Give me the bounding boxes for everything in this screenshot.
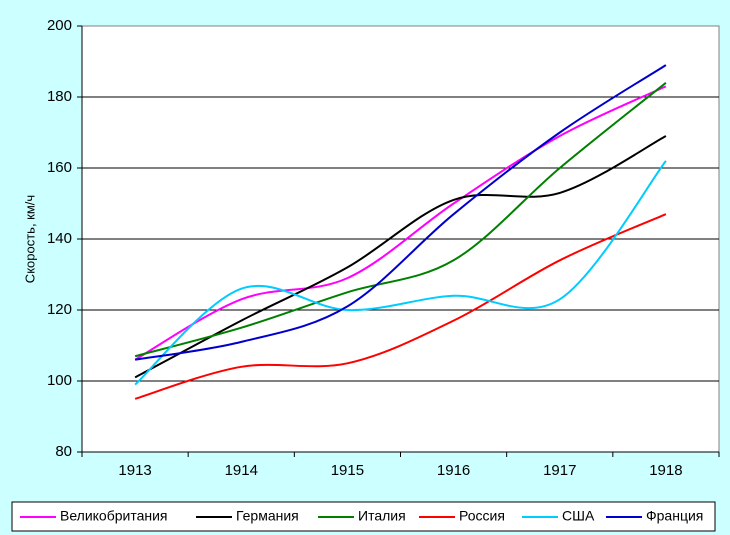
legend-label: Франция <box>646 508 703 524</box>
legend-label: США <box>562 508 595 524</box>
x-tick-label: 1915 <box>331 462 364 479</box>
y-tick-label: 160 <box>47 159 72 176</box>
series-line-1 <box>134 85 667 361</box>
series-line-5 <box>134 160 667 386</box>
legend: Великобритания Германия Италия Россия США Фра… <box>11 501 716 532</box>
y-tick-label: 200 <box>47 17 72 34</box>
legend-label: Великобритания <box>60 508 168 524</box>
y-axis-label: Скорость, км/ч <box>22 195 37 283</box>
legend-label: Россия <box>459 508 505 524</box>
y-tick-label: 180 <box>47 88 72 105</box>
y-tick-label: 100 <box>47 372 72 389</box>
legend-label: Италия <box>358 508 406 524</box>
x-tick-label: 1913 <box>118 462 151 479</box>
legend-box <box>11 501 716 532</box>
x-axis-ticks: 1913 1914 1915 1916 1917 1918 <box>81 451 720 479</box>
series-line-2 <box>134 135 667 379</box>
series-line-4 <box>134 213 667 400</box>
series-line-6 <box>134 64 667 361</box>
x-tick-label: 1917 <box>543 462 576 479</box>
legend-label: Германия <box>236 508 299 524</box>
series-line-3 <box>134 82 667 358</box>
y-tick-label: 120 <box>47 301 72 318</box>
y-axis-ticks: 80 100 120 140 160 180 200 <box>47 17 83 460</box>
x-tick-label: 1918 <box>649 462 682 479</box>
y-tick-label: 140 <box>47 230 72 247</box>
series-lines <box>134 64 667 400</box>
x-tick-label: 1914 <box>225 462 258 479</box>
y-tick-label: 80 <box>55 443 72 460</box>
x-tick-label: 1916 <box>437 462 470 479</box>
